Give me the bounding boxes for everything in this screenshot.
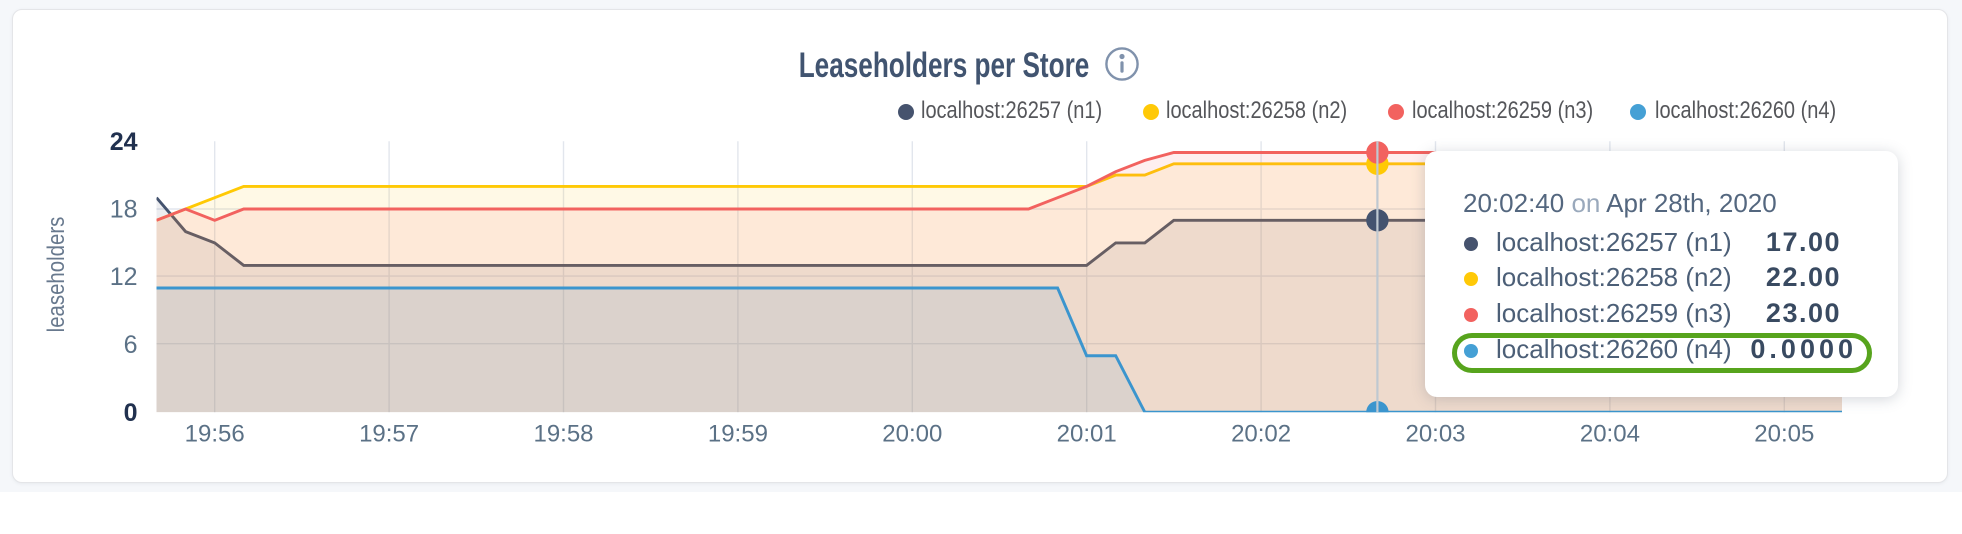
- svg-text:24: 24: [110, 128, 138, 156]
- svg-text:20:00: 20:00: [882, 421, 942, 448]
- svg-text:19:56: 19:56: [185, 421, 245, 448]
- svg-text:19:57: 19:57: [359, 421, 419, 448]
- svg-text:19:58: 19:58: [533, 421, 593, 448]
- svg-text:20:04: 20:04: [1580, 421, 1640, 448]
- svg-text:18: 18: [110, 196, 138, 224]
- svg-text:19:59: 19:59: [708, 421, 768, 448]
- svg-text:12: 12: [110, 263, 138, 291]
- svg-text:20:03: 20:03: [1405, 421, 1465, 448]
- svg-text:20:05: 20:05: [1754, 421, 1814, 448]
- svg-text:6: 6: [124, 331, 138, 359]
- svg-text:leaseholders: leaseholders: [42, 217, 69, 333]
- svg-text:0: 0: [124, 399, 138, 427]
- svg-text:20:02: 20:02: [1231, 421, 1291, 448]
- svg-text:20:01: 20:01: [1057, 421, 1117, 448]
